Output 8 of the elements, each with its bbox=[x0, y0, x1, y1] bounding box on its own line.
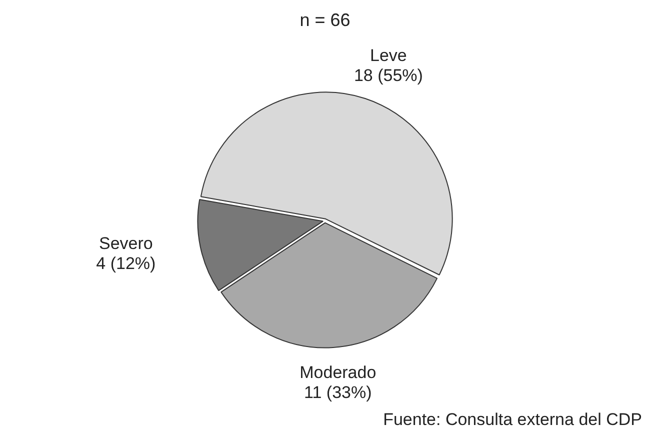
data-label: 11 (33%) bbox=[304, 382, 372, 402]
slice-label: Moderado bbox=[300, 362, 376, 382]
chart-title: n = 66 bbox=[300, 10, 350, 30]
data-label: 4 (12%) bbox=[96, 254, 156, 273]
slice-label: Severo bbox=[99, 234, 153, 253]
source-note: Fuente: Consulta externa del CDP bbox=[383, 410, 642, 430]
slice-label: Leve bbox=[370, 46, 407, 65]
data-label: 18 (55%) bbox=[354, 66, 423, 85]
